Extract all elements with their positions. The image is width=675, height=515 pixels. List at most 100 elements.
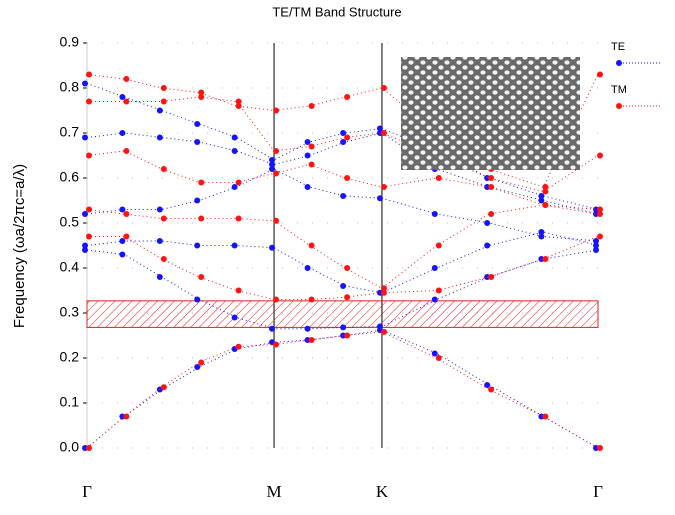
- band-point: [340, 130, 347, 136]
- band-point: [86, 71, 92, 78]
- band-point: [344, 134, 351, 141]
- band-point: [119, 94, 126, 100]
- legend-marker: [616, 60, 622, 66]
- y-tick-label: 0.4: [60, 259, 80, 275]
- band-point: [269, 157, 276, 163]
- band-point: [308, 296, 315, 303]
- band-point: [597, 233, 603, 240]
- band-point: [82, 80, 88, 87]
- band-point: [156, 134, 163, 141]
- band-point: [160, 166, 167, 172]
- band-point: [231, 314, 238, 321]
- band-point: [344, 94, 351, 100]
- band-point: [156, 206, 163, 213]
- band-point: [82, 247, 88, 253]
- band-point: [542, 413, 549, 420]
- band-point: [431, 296, 438, 303]
- band-point: [273, 170, 280, 177]
- band-point: [484, 242, 491, 249]
- band-point: [160, 215, 167, 222]
- band-point: [488, 274, 495, 280]
- band-point: [380, 328, 387, 335]
- band-point: [235, 98, 242, 105]
- band-point: [86, 445, 92, 451]
- band-point: [344, 294, 351, 301]
- y-tick-label: 0.0: [60, 439, 80, 455]
- band-point: [344, 175, 351, 181]
- band-point: [123, 76, 130, 82]
- band-point: [304, 139, 311, 145]
- band-point: [484, 220, 491, 226]
- band-point: [597, 152, 603, 159]
- band-point: [597, 206, 603, 213]
- band-point: [344, 265, 351, 271]
- band-point: [231, 242, 238, 249]
- band-point: [82, 134, 88, 141]
- band-point: [308, 242, 315, 249]
- legend-label: TE: [611, 41, 625, 53]
- band-point: [273, 296, 280, 303]
- band-point: [488, 175, 495, 181]
- band-point: [156, 238, 163, 244]
- band-point: [86, 98, 92, 105]
- band-point: [488, 184, 495, 190]
- band-point: [435, 287, 442, 294]
- lattice-inset: [401, 57, 580, 170]
- band-point: [542, 188, 549, 195]
- band-point: [82, 211, 88, 217]
- band-point: [304, 265, 311, 271]
- band-point: [593, 247, 599, 253]
- band-point: [269, 325, 276, 332]
- band-point: [542, 256, 549, 262]
- band-point: [86, 152, 92, 159]
- y-tick-label: 0.3: [60, 304, 80, 320]
- band-point: [156, 274, 163, 280]
- band-point: [160, 85, 167, 91]
- band-point: [273, 148, 280, 154]
- band-point: [194, 296, 201, 303]
- band-point: [269, 161, 276, 168]
- band-point: [198, 94, 205, 100]
- chart-title: TE/TM Band Structure: [272, 4, 401, 19]
- band-point: [273, 217, 280, 224]
- band-point: [431, 350, 438, 357]
- band-point: [269, 166, 276, 172]
- band-point: [593, 238, 599, 244]
- band-point: [597, 71, 603, 78]
- band-point: [538, 229, 545, 235]
- band-point: [194, 364, 201, 370]
- band-point: [194, 197, 201, 204]
- band-point: [123, 211, 130, 217]
- band-point: [431, 265, 438, 271]
- y-tick-label: 0.6: [60, 169, 80, 185]
- band-point: [376, 125, 383, 132]
- band-point: [344, 332, 351, 339]
- band-point: [119, 130, 126, 136]
- band-point: [380, 130, 387, 136]
- legend-label: TM: [611, 84, 627, 96]
- band-point: [119, 206, 126, 213]
- band-point: [340, 324, 347, 331]
- band-point: [82, 242, 88, 249]
- band-point: [308, 161, 315, 168]
- band-point: [123, 413, 130, 420]
- band-point: [269, 244, 276, 251]
- band-point: [380, 85, 387, 91]
- x-tick-label: M: [266, 482, 281, 501]
- band-point: [194, 121, 201, 127]
- x-tick-label: Γ: [82, 482, 92, 501]
- band-point: [123, 148, 130, 154]
- band-point: [308, 143, 315, 150]
- band-point: [538, 233, 545, 240]
- band-point: [86, 206, 92, 213]
- band-point: [273, 107, 280, 114]
- band-point: [435, 175, 442, 181]
- band-point: [231, 134, 238, 141]
- band-point: [431, 211, 438, 217]
- band-point: [308, 337, 315, 343]
- band-point: [194, 139, 201, 145]
- band-point: [597, 211, 603, 217]
- band-point: [340, 139, 347, 145]
- band-point: [119, 238, 126, 244]
